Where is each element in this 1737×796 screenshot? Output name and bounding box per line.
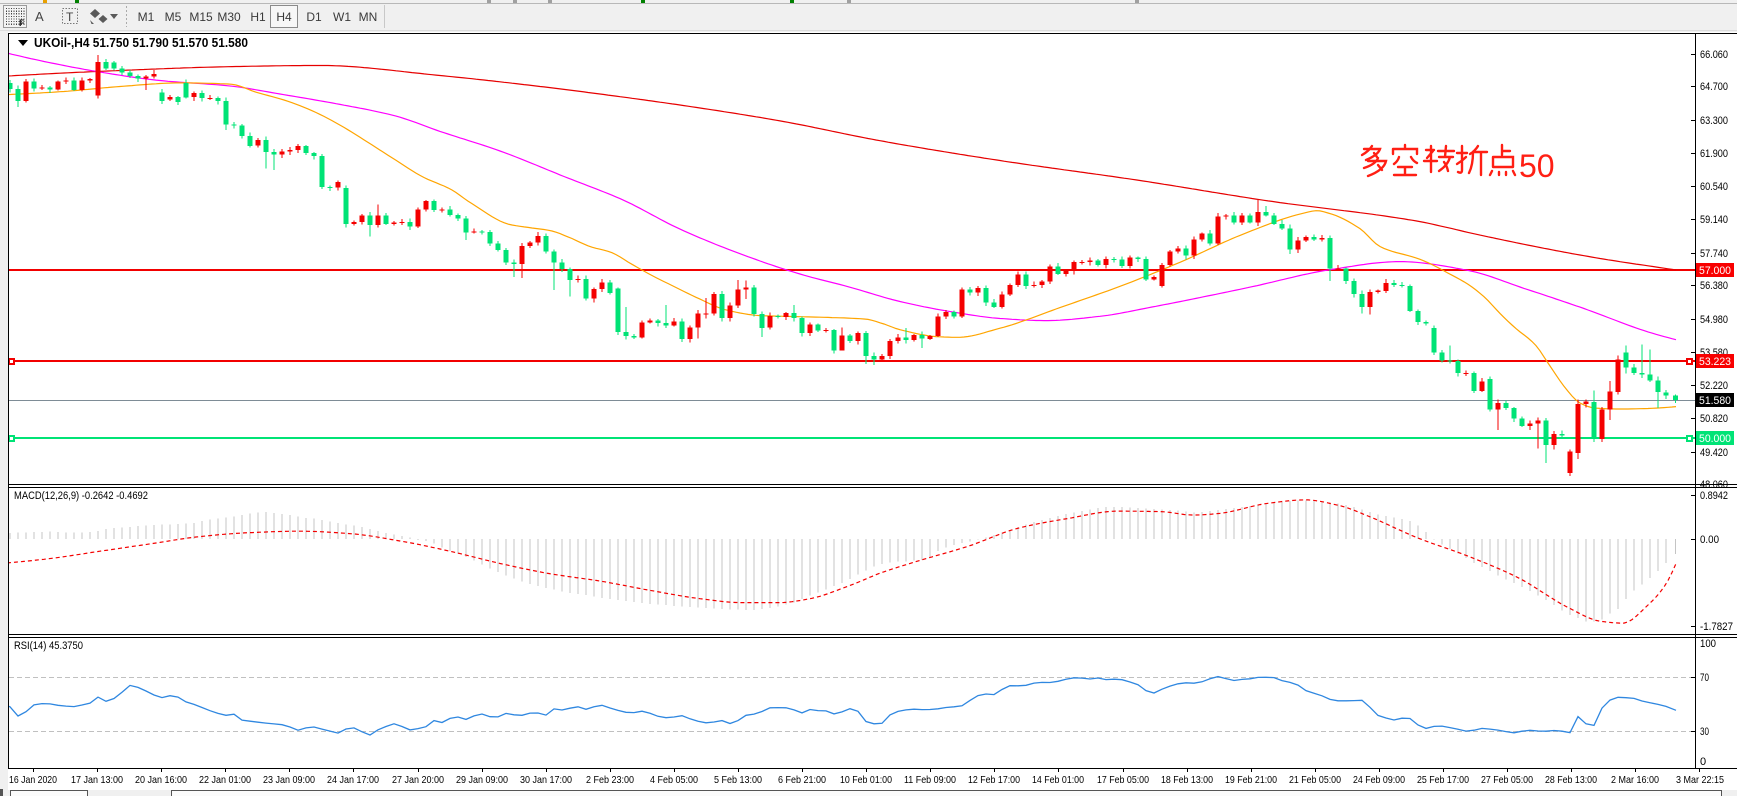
svg-text:51.580: 51.580 xyxy=(1699,395,1731,407)
svg-text:59.140: 59.140 xyxy=(1700,214,1728,226)
svg-text:53.223: 53.223 xyxy=(1699,356,1731,368)
svg-text:57.000: 57.000 xyxy=(1699,265,1731,277)
svg-text:19 Feb 21:00: 19 Feb 21:00 xyxy=(1225,774,1277,786)
svg-text:27 Feb 05:00: 27 Feb 05:00 xyxy=(1481,774,1533,786)
svg-text:28 Feb 13:00: 28 Feb 13:00 xyxy=(1545,774,1597,786)
svg-text:D1: D1 xyxy=(306,10,322,24)
svg-text:64.700: 64.700 xyxy=(1700,81,1728,93)
svg-text:-1.7827: -1.7827 xyxy=(1700,621,1733,633)
svg-text:29 Jan 09:00: 29 Jan 09:00 xyxy=(456,774,508,786)
svg-text:24 Jan 17:00: 24 Jan 17:00 xyxy=(327,774,379,786)
svg-text:50.000: 50.000 xyxy=(1699,433,1731,445)
svg-text:70: 70 xyxy=(1700,672,1709,684)
svg-text:T: T xyxy=(66,10,74,24)
svg-text:M30: M30 xyxy=(217,10,241,24)
svg-text:RSI(14) 45.3750: RSI(14) 45.3750 xyxy=(14,640,83,652)
svg-text:30 Jan 17:00: 30 Jan 17:00 xyxy=(520,774,572,786)
svg-text:48.060: 48.060 xyxy=(1700,479,1728,491)
svg-text:0: 0 xyxy=(1700,756,1706,768)
svg-text:MACD(12,26,9) -0.2642 -0.4692: MACD(12,26,9) -0.2642 -0.4692 xyxy=(14,490,148,502)
svg-text:W1: W1 xyxy=(333,10,351,24)
svg-text:A: A xyxy=(35,9,44,24)
svg-text:17 Feb 05:00: 17 Feb 05:00 xyxy=(1097,774,1149,786)
svg-text:2 Mar 16:00: 2 Mar 16:00 xyxy=(1611,774,1659,786)
svg-text:60.540: 60.540 xyxy=(1700,181,1728,193)
svg-text:H1: H1 xyxy=(250,10,266,24)
svg-text:5 Feb 13:00: 5 Feb 13:00 xyxy=(714,774,762,786)
svg-text:52.220: 52.220 xyxy=(1700,380,1728,392)
svg-text:6 Feb 21:00: 6 Feb 21:00 xyxy=(778,774,826,786)
svg-text:M15: M15 xyxy=(189,10,213,24)
svg-text:66.060: 66.060 xyxy=(1700,49,1728,61)
svg-text:22 Jan 01:00: 22 Jan 01:00 xyxy=(199,774,251,786)
svg-text:12 Feb 17:00: 12 Feb 17:00 xyxy=(968,774,1020,786)
svg-text:3 Mar 22:15: 3 Mar 22:15 xyxy=(1676,774,1724,786)
svg-text:0.00: 0.00 xyxy=(1700,534,1719,546)
svg-text:M5: M5 xyxy=(165,10,182,24)
svg-text:21 Feb 05:00: 21 Feb 05:00 xyxy=(1289,774,1341,786)
svg-text:14 Feb 01:00: 14 Feb 01:00 xyxy=(1032,774,1084,786)
svg-text:57.740: 57.740 xyxy=(1700,248,1728,260)
svg-text:50: 50 xyxy=(1519,148,1555,184)
svg-text:UKOil-,H4 51.750 51.790 51.57: UKOil-,H4 51.750 51.790 51.570 51.580 xyxy=(34,36,248,50)
svg-text:27 Jan 20:00: 27 Jan 20:00 xyxy=(392,774,444,786)
svg-text:63.300: 63.300 xyxy=(1700,115,1728,127)
svg-text:2 Feb 23:00: 2 Feb 23:00 xyxy=(586,774,634,786)
svg-text:23 Jan 09:00: 23 Jan 09:00 xyxy=(263,774,315,786)
svg-text:18 Feb 13:00: 18 Feb 13:00 xyxy=(1161,774,1213,786)
svg-text:25 Feb 17:00: 25 Feb 17:00 xyxy=(1417,774,1469,786)
svg-text:11 Feb 09:00: 11 Feb 09:00 xyxy=(904,774,956,786)
svg-text:17 Jan 13:00: 17 Jan 13:00 xyxy=(71,774,123,786)
svg-text:0.8942: 0.8942 xyxy=(1700,490,1728,502)
svg-text:16 Jan 2020: 16 Jan 2020 xyxy=(9,774,57,786)
svg-text:4 Feb 05:00: 4 Feb 05:00 xyxy=(650,774,698,786)
svg-text:54.980: 54.980 xyxy=(1700,314,1728,326)
svg-text:49.420: 49.420 xyxy=(1700,447,1728,459)
svg-text:M1: M1 xyxy=(138,10,155,24)
svg-text:100: 100 xyxy=(1700,638,1716,650)
svg-text:30: 30 xyxy=(1700,726,1709,738)
svg-text:H4: H4 xyxy=(276,10,292,24)
svg-text:56.380: 56.380 xyxy=(1700,280,1728,292)
svg-text:20 Jan 16:00: 20 Jan 16:00 xyxy=(135,774,187,786)
svg-text:MN: MN xyxy=(359,10,378,24)
svg-text:24 Feb 09:00: 24 Feb 09:00 xyxy=(1353,774,1405,786)
svg-text:61.900: 61.900 xyxy=(1700,148,1728,160)
svg-text:50.820: 50.820 xyxy=(1700,413,1728,425)
svg-text:F: F xyxy=(19,18,25,28)
svg-text:10 Feb 01:00: 10 Feb 01:00 xyxy=(840,774,892,786)
